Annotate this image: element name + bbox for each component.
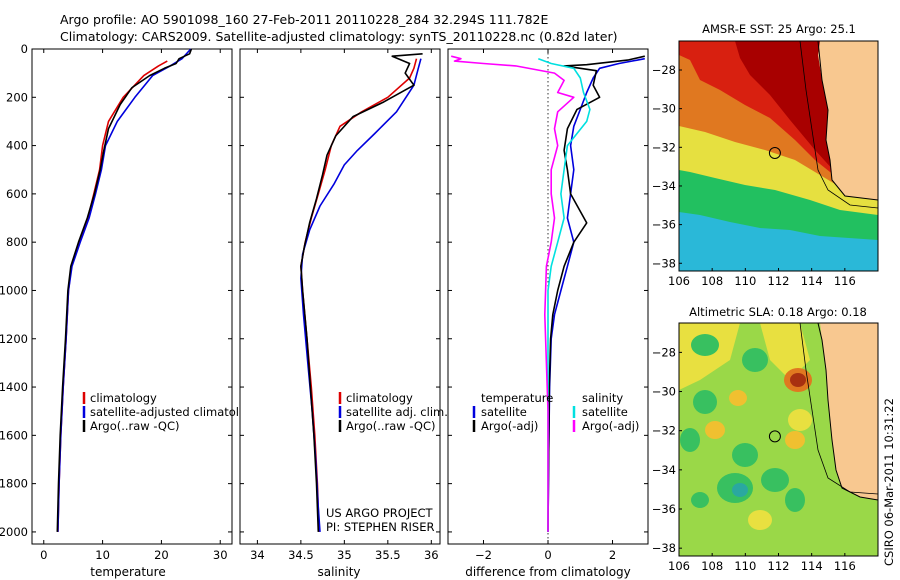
legend-climatology-label: climatology xyxy=(346,391,413,405)
map-y-tick-label: −30 xyxy=(652,385,676,399)
series-line-argo-raw-qc- xyxy=(300,53,423,532)
difference-legend: temperature satellite Argo(-adj) salinit… xyxy=(472,391,639,433)
salinity-legend: climatology satellite adj. clim. Argo(..… xyxy=(338,391,448,433)
y-tick-label: 0 xyxy=(21,42,28,56)
salinity-xlabel: salinity xyxy=(317,565,360,579)
map-y-tick-label: −38 xyxy=(652,256,676,270)
temperature-legend: climatology satellite-adjusted climatolo… xyxy=(82,391,260,433)
x-tick-label: −2 xyxy=(475,548,492,562)
pi-note: PI: STEPHEN RISER xyxy=(326,520,435,534)
series-line-salinity-satellite xyxy=(538,57,591,532)
y-tick-label: 800 xyxy=(6,235,28,249)
sst-map-ticks: 106 108 110 112 114 116 −28 −30 −32 −34 −36 −38 xyxy=(652,63,856,288)
map-y-tick-label: −36 xyxy=(652,218,676,232)
x-tick-label: 0 xyxy=(40,548,47,562)
map-y-tick-label: −38 xyxy=(652,541,676,555)
legend-temp-argo-label: Argo(-adj) xyxy=(481,419,538,433)
difference-ticks: −2 0 2 xyxy=(448,48,648,562)
sst-map-panel: AMSR-E SST: 25 Argo: 25.1 106 108 110 112 11… xyxy=(652,22,879,288)
legend-sal-satellite-label: satellite xyxy=(582,405,628,419)
x-tick-label: 10 xyxy=(95,548,110,562)
x-tick-label: 2 xyxy=(609,548,616,562)
difference-panel: −2 0 2 difference from climatology tempera… xyxy=(447,48,649,579)
legend-argo-label: Argo(..raw -QC) xyxy=(346,419,436,433)
map-x-tick-label: 106 xyxy=(668,559,690,573)
sla-profile-marker xyxy=(768,430,781,443)
y-tick-label: 1000 xyxy=(0,283,28,297)
map-y-tick-label: −28 xyxy=(652,63,676,77)
map-x-tick-label: 108 xyxy=(701,559,723,573)
sla-map-panel: Altimetric SLA: 0.18 Argo: 0.18 xyxy=(652,305,879,573)
y-tick-label: 400 xyxy=(6,139,28,153)
sst-map-title: AMSR-E SST: 25 Argo: 25.1 xyxy=(702,22,856,36)
map-x-tick-label: 116 xyxy=(834,559,856,573)
legend-satellite-label: satellite adj. clim. xyxy=(346,405,448,419)
map-x-tick-label: 106 xyxy=(668,274,690,288)
map-y-tick-label: −34 xyxy=(652,179,676,193)
x-tick-label: 35 xyxy=(337,548,352,562)
sst-profile-marker xyxy=(768,147,781,159)
x-tick-label: 34.5 xyxy=(288,548,314,562)
legend-satellite-label: satellite-adjusted climatology xyxy=(90,405,260,419)
legend-salinity-title: salinity xyxy=(582,391,623,405)
series-line-argo-raw-qc- xyxy=(56,48,193,532)
map-x-tick-label: 112 xyxy=(768,559,790,573)
sla-map-ticks: 106 108 110 112 114 116 −28 −30 −32 −34 −36 −38 xyxy=(652,345,856,573)
series-line-salinity-argo-adj- xyxy=(451,55,575,532)
map-x-tick-label: 108 xyxy=(701,274,723,288)
x-tick-label: 20 xyxy=(154,548,169,562)
map-y-tick-label: −32 xyxy=(652,140,676,154)
map-y-tick-label: −30 xyxy=(652,102,676,116)
legend-argo-label: Argo(..raw -QC) xyxy=(90,419,180,433)
x-tick-label: 35.5 xyxy=(375,548,401,562)
credit-note: CSIRO 06-Mar-2011 10:31:22 xyxy=(882,398,896,566)
figure-title-line-2: Climatology: CARS2009. Satellite-adjuste… xyxy=(60,29,618,44)
legend-temperature-title: temperature xyxy=(481,391,553,405)
series-line-temperature-argo-adj- xyxy=(547,55,645,532)
temperature-ticks: 0 10 20 30 0 200 400 600 800 1000 1200 1400 1600 1800… xyxy=(0,42,232,562)
map-x-tick-label: 112 xyxy=(768,274,790,288)
project-note: US ARGO PROJECT xyxy=(326,506,434,520)
y-tick-label: 1600 xyxy=(0,428,28,442)
y-tick-label: 1800 xyxy=(0,477,28,491)
map-y-tick-label: −36 xyxy=(652,502,676,516)
y-tick-label: 2000 xyxy=(0,525,28,539)
difference-xlabel: difference from climatology xyxy=(465,565,631,579)
y-tick-label: 1400 xyxy=(0,380,28,394)
salinity-panel: 34 34.5 35 35.5 36 salinity climatology sate… xyxy=(239,48,448,579)
salinity-axes-frame xyxy=(239,48,441,545)
salinity-ticks: 34 34.5 35 35.5 36 xyxy=(240,48,440,562)
map-x-tick-label: 116 xyxy=(834,274,856,288)
map-y-tick-label: −34 xyxy=(652,463,676,477)
y-tick-label: 600 xyxy=(6,187,28,201)
temperature-xlabel: temperature xyxy=(90,565,165,579)
y-tick-label: 200 xyxy=(6,90,28,104)
figure-title-line-1: Argo profile: AO 5901098_160 27-Feb-2011… xyxy=(60,12,549,27)
map-x-tick-label: 110 xyxy=(734,559,756,573)
map-x-tick-label: 114 xyxy=(801,274,823,288)
x-tick-label: 30 xyxy=(213,548,228,562)
map-x-tick-label: 110 xyxy=(734,274,756,288)
legend-temp-satellite-label: satellite xyxy=(481,405,527,419)
sla-map-image xyxy=(679,323,878,556)
temperature-lines xyxy=(56,48,193,532)
y-tick-label: 1200 xyxy=(0,332,28,346)
legend-sal-argo-label: Argo(-adj) xyxy=(582,419,639,433)
x-tick-label: 0 xyxy=(544,548,551,562)
sla-map-title: Altimetric SLA: 0.18 Argo: 0.18 xyxy=(689,305,867,319)
x-tick-label: 34 xyxy=(250,548,265,562)
sst-map-image xyxy=(679,41,878,271)
map-y-tick-label: −28 xyxy=(652,345,676,359)
map-y-tick-label: −32 xyxy=(652,424,676,438)
map-x-tick-label: 114 xyxy=(801,559,823,573)
legend-climatology-label: climatology xyxy=(90,391,157,405)
x-tick-label: 36 xyxy=(424,548,439,562)
difference-lines xyxy=(451,55,645,532)
temperature-axes-frame xyxy=(31,48,233,545)
salinity-lines xyxy=(300,53,423,532)
temperature-panel: 0 10 20 30 0 200 400 600 800 1000 1200 1400 1600 1800… xyxy=(0,42,260,579)
